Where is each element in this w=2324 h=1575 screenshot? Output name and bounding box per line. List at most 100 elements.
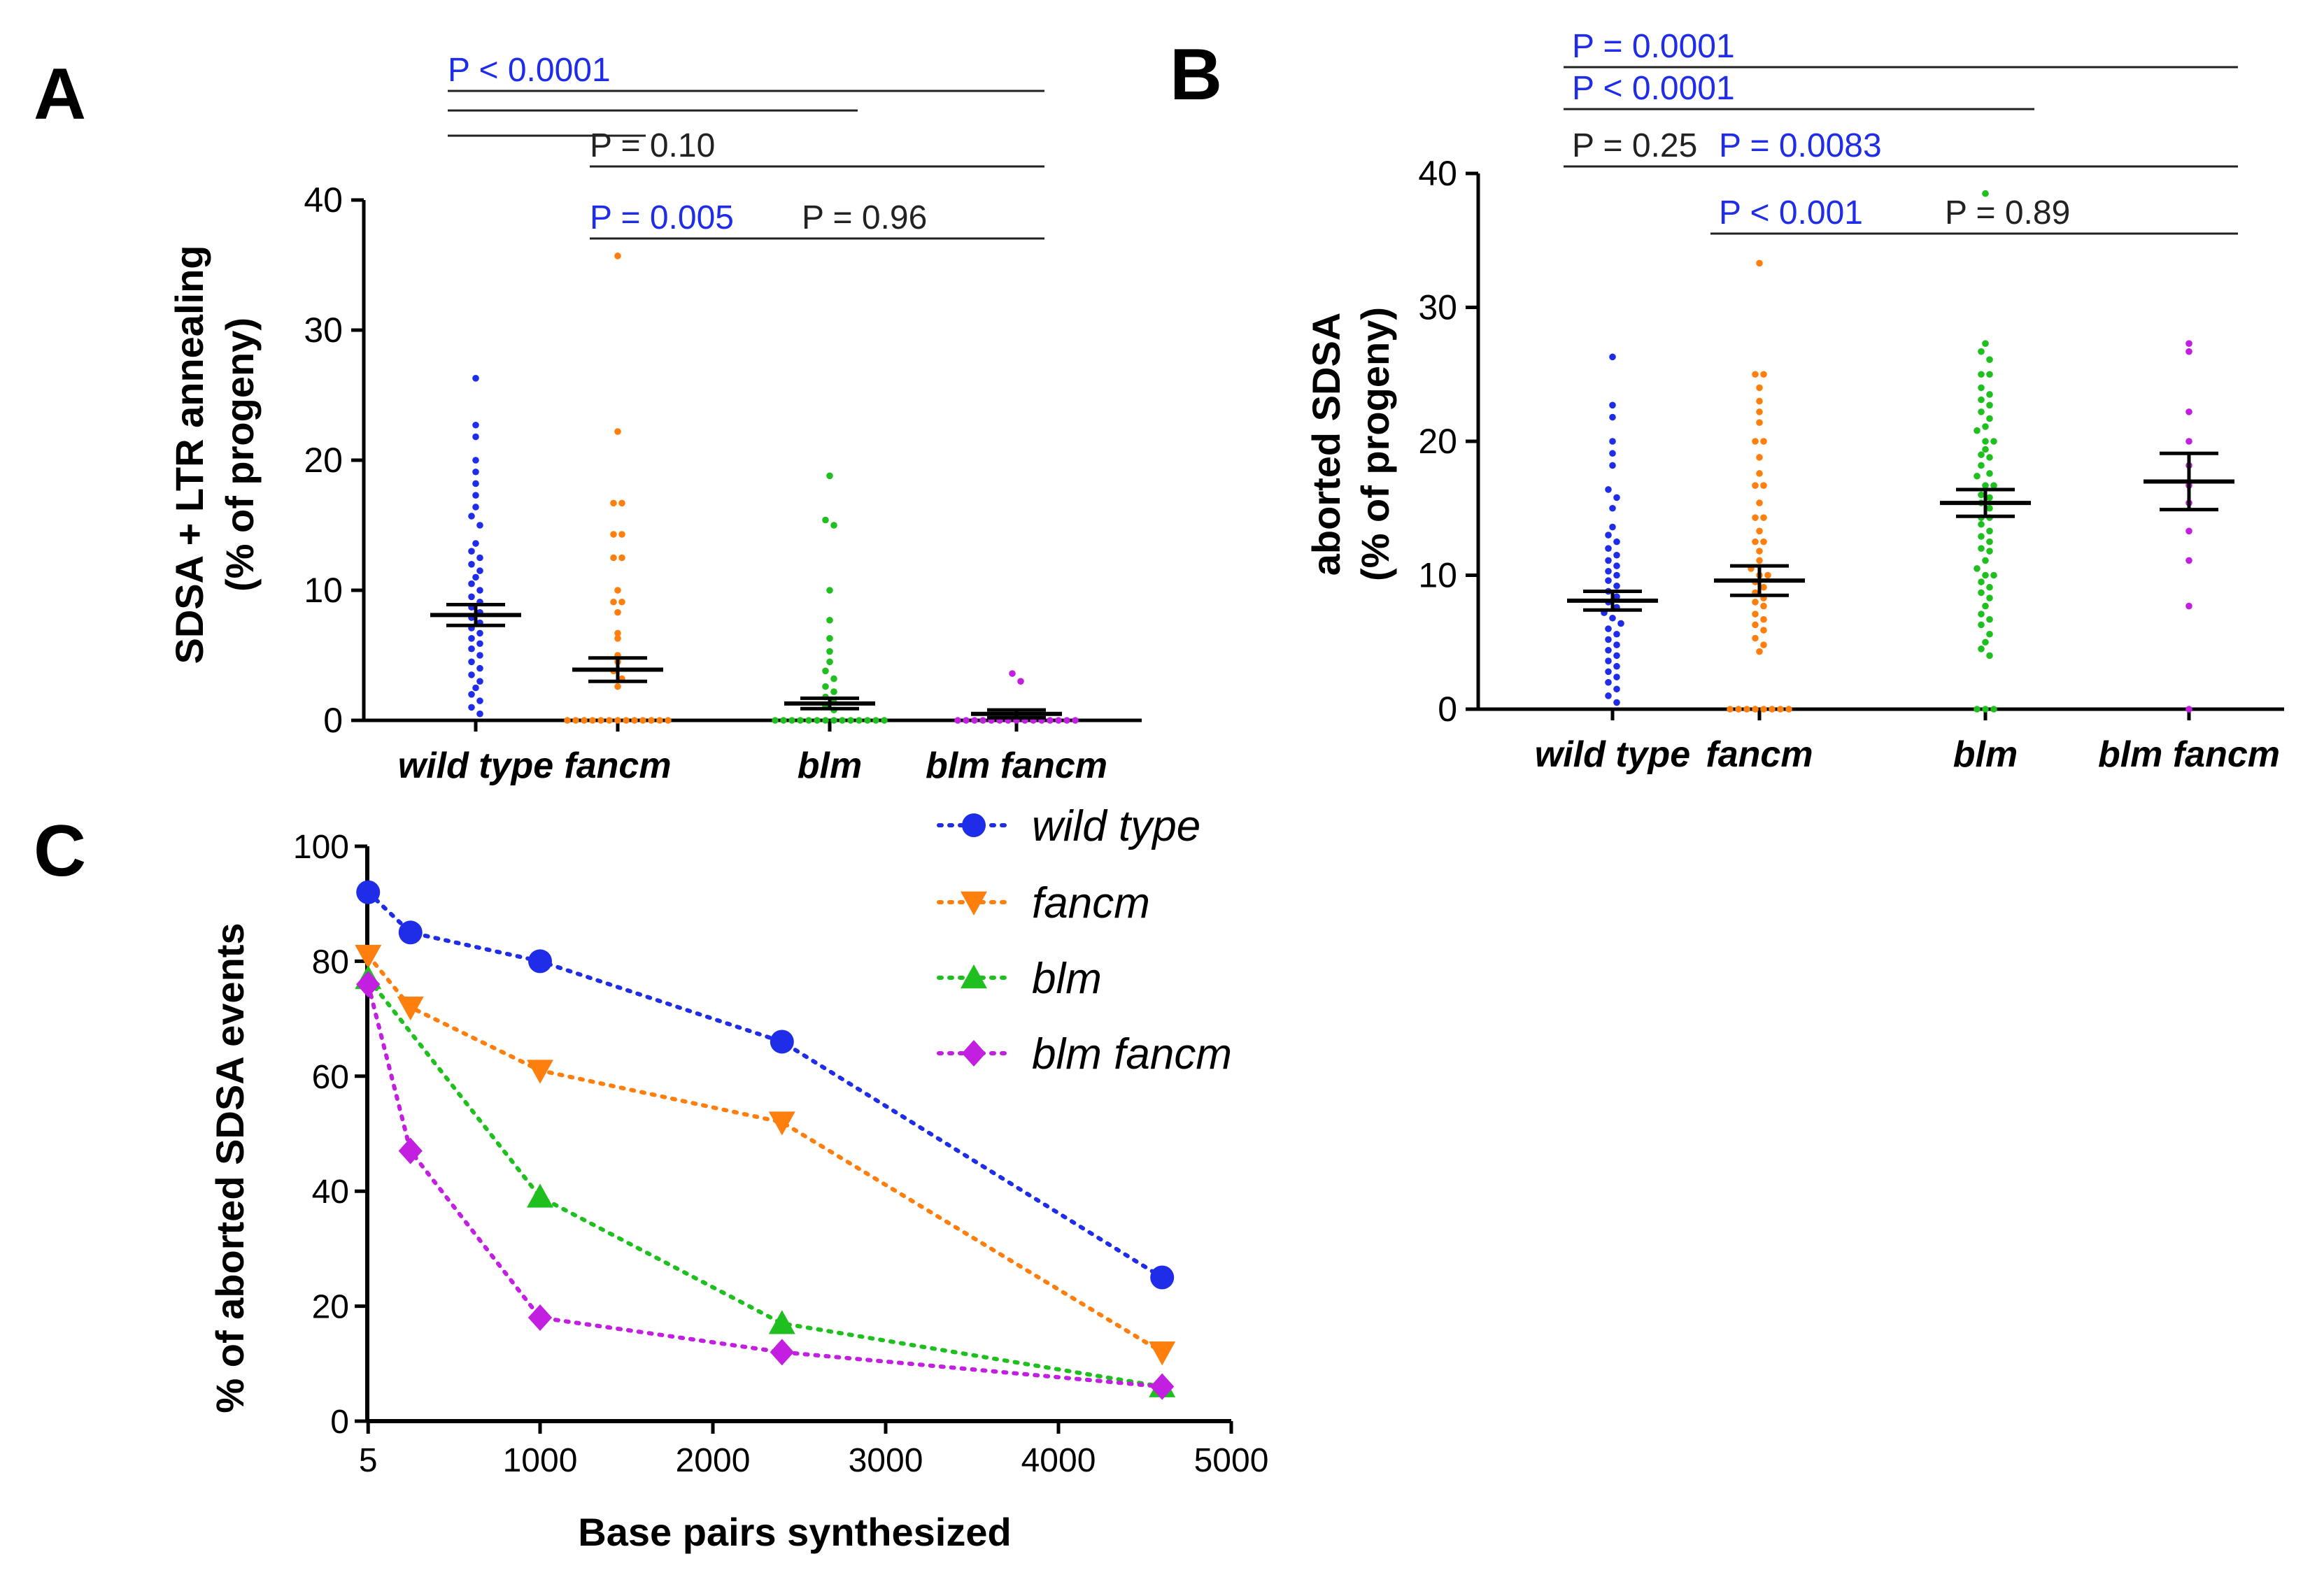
- data-point-fancm: [581, 717, 588, 724]
- data-point-wild-type: [468, 593, 475, 601]
- category-label-blm: blm: [798, 746, 862, 786]
- data-point-fancm: [1760, 706, 1767, 713]
- data-point-wild-type: [1605, 545, 1612, 552]
- data-point-blm: [1974, 472, 1981, 480]
- category-label-wild-type: wild type: [1535, 734, 1690, 775]
- data-point-wild-type: [472, 421, 479, 429]
- data-point-blm: [1978, 611, 1985, 618]
- data-point-blm: [847, 717, 854, 724]
- data-point-fancm: [1760, 602, 1767, 610]
- p-value-label: P = 0.25: [1572, 127, 1697, 164]
- data-point-blm: [1986, 652, 1993, 660]
- y-tick-label: 10: [1418, 556, 1457, 595]
- category-label-wild-type: wild type: [398, 746, 553, 786]
- data-point-fancm: [1752, 371, 1759, 378]
- data-point-blm: [1982, 423, 1989, 430]
- data-point-fancm: [527, 1060, 553, 1084]
- panel-b-comparisons: P = 0.0001 P < 0.0001 P = 0.25 P = 0.0083 P …: [1564, 28, 2238, 235]
- data-point-wild-type: [1605, 532, 1612, 539]
- data-point-wild-type: [1150, 1265, 1175, 1290]
- data-point-blm: [1990, 482, 1997, 489]
- data-point-blm: [826, 648, 833, 655]
- data-point-blm: [1986, 504, 1993, 512]
- data-point-wild-type: [1609, 614, 1616, 622]
- panel-letter-b: B: [1170, 34, 1222, 115]
- data-point-fancm: [1752, 482, 1759, 489]
- data-point-blm: [788, 717, 795, 724]
- data-point-wild-type: [1613, 551, 1620, 559]
- data-point-blm: [1986, 371, 1993, 378]
- legend-marker-fancm: [961, 891, 987, 915]
- data-point-fancm: [1743, 706, 1750, 713]
- data-point-wild-type: [472, 468, 479, 476]
- data-point-fancm: [1756, 397, 1763, 405]
- category-label-fancm: fancm: [564, 746, 671, 786]
- data-point-wild-type: [476, 697, 483, 704]
- data-point-blm: [872, 717, 879, 724]
- legend-marker-blm: [961, 964, 987, 989]
- panel-c-legend: wild type fancm blm blm fancm: [937, 802, 1232, 1078]
- y-tick-label: 40: [1418, 154, 1457, 193]
- data-point-blm: [826, 635, 833, 642]
- data-point-blm: [830, 675, 837, 683]
- series-line-fancm: [366, 953, 1165, 1355]
- data-point-fancm: [768, 1111, 795, 1136]
- data-point-blm: [1986, 548, 1993, 555]
- data-point-blm: [1982, 446, 1989, 453]
- y-tick-label: 100: [293, 829, 349, 866]
- series-line-blm: [366, 976, 1165, 1389]
- data-point-blm: [864, 717, 871, 724]
- data-point-fancm: [1756, 648, 1763, 655]
- series-line-wild-type: [366, 890, 1165, 1280]
- data-point-wild-type: [528, 949, 552, 974]
- data-point-blm: [1986, 391, 1993, 398]
- data-point-wild-type: [1605, 557, 1612, 564]
- data-point-wild-type: [1605, 646, 1612, 654]
- data-point-fancm: [614, 252, 621, 259]
- data-point-blm: [1982, 557, 1989, 564]
- data-point-wild-type: [1605, 567, 1612, 575]
- data-point-fancm: [1785, 706, 1792, 713]
- data-point-wild-type: [472, 457, 479, 464]
- data-point-wild-type: [476, 587, 483, 594]
- panel-c-series: [355, 880, 1176, 1400]
- legend-label-fancm: fancm: [1032, 879, 1150, 927]
- data-point-blm: [881, 717, 888, 724]
- data-point-fancm: [1760, 641, 1767, 648]
- data-point-wild-type: [1609, 413, 1616, 421]
- data-point-fancm: [618, 554, 625, 562]
- legend-label-blm-fancm: blm fancm: [1032, 1030, 1232, 1078]
- data-point-blm: [830, 688, 837, 695]
- panel-c-xlabel: Base pairs synthesized: [578, 1510, 1011, 1554]
- data-point-blm: [822, 667, 829, 675]
- p-value-label: P = 0.96: [802, 199, 927, 236]
- data-point-fancm: [1756, 259, 1763, 267]
- data-point-blm: [1986, 356, 1993, 363]
- data-point-fancm: [1756, 384, 1763, 392]
- data-point-fancm: [1752, 634, 1759, 642]
- data-point-fancm: [1756, 557, 1763, 564]
- data-point-fancm: [610, 598, 617, 606]
- data-point-blm: [1986, 630, 1993, 638]
- data-point-wild-type: [476, 678, 483, 685]
- data-point-blm: [1990, 706, 1997, 713]
- data-point-fancm: [631, 717, 638, 724]
- data-point-blm: [1990, 571, 1997, 579]
- data-point-blm: [1978, 371, 1985, 378]
- y-tick-label: 0: [323, 701, 343, 740]
- data-point-blm: [1982, 190, 1989, 197]
- data-point-fancm: [1756, 499, 1763, 506]
- data-point-fancm: [614, 683, 621, 690]
- data-point-fancm: [1752, 538, 1759, 546]
- data-point-wild-type: [476, 522, 483, 529]
- data-point-wild-type: [1605, 486, 1612, 493]
- data-point-wild-type: [1613, 641, 1620, 648]
- category-label-blm: blm: [1953, 734, 2018, 775]
- data-point-blm: [1986, 583, 1993, 591]
- y-tick-label: 30: [1418, 288, 1457, 327]
- data-point-blm: [1986, 415, 1993, 422]
- data-point-fancm: [610, 531, 617, 538]
- y-tick-label: 20: [304, 441, 343, 480]
- data-point-fancm: [614, 587, 621, 594]
- data-point-blm-fancm: [1009, 670, 1016, 677]
